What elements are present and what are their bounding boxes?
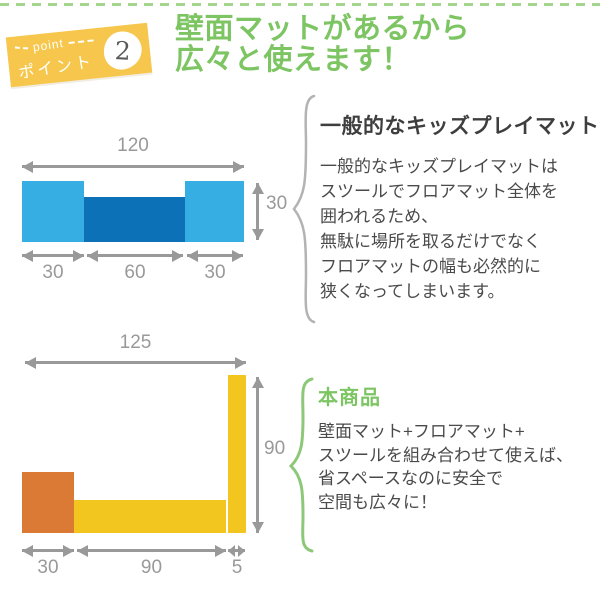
curly-brace-gray-icon [292,94,316,324]
dim-label-bottom-middle: 90 [140,557,163,578]
dim-arrow-height-icon [251,183,264,240]
section1-body-line: フロアマットの幅も必然的に [320,257,541,276]
page-title: 壁面マットがあるから 広々と使えます！ [175,14,470,76]
stool-rect [22,472,74,533]
section1-body-line: 無駄に場所を取るだけでなく [320,232,541,251]
generic-mat-diagram: 120 30 30 60 30 [0,135,300,300]
page-title-line1: 壁面マットがあるから [175,13,471,45]
dim-arrow-top-icon [25,356,246,369]
badge-labels: point ポイント [14,33,97,82]
dim-arrow-bottom-middle-icon [77,544,226,557]
section1-body-line: スツールでフロアマット全体を [320,182,558,201]
stool-right-rect [185,181,244,242]
dim-label-bottom-right: 5 [231,557,243,578]
dim-arrow-bottom-left-icon [22,544,74,557]
floor-mat-bar [74,500,226,533]
dim-arrow-bottom-middle-icon [87,249,183,262]
section2-body-line: 省スペースなのに安全で [318,469,503,488]
dim-label-bottom-middle: 60 [124,262,146,283]
dash-decoration-icon [14,46,28,50]
dim-label-height: 90 [264,438,286,459]
dim-label-height: 30 [266,193,288,214]
product-diagram: 125 90 30 90 5 [0,330,300,592]
section2-body-line: スツールを組み合わせて使えば、 [318,445,573,465]
dim-label-bottom-right: 30 [204,262,226,283]
section1-body-line: 囲われるため、 [320,207,439,226]
section1-heading: 一般的なキッズプレイマット [320,115,600,138]
stool-left-rect [22,181,84,242]
wall-mat-bar [228,375,246,533]
floor-mat-rect [84,197,185,242]
top-dashed-divider [0,3,600,6]
section1-body-line: 狭くなってしまいます。 [320,282,505,301]
dim-label-top-width: 120 [117,135,149,156]
badge-label-en: point [31,36,65,55]
dim-arrow-top-icon [22,160,244,173]
dash-decoration-icon [68,39,94,45]
badge-number-circle: 2 [101,29,144,72]
page-title-line2: 広々と使えます！ [175,44,412,76]
section2-body-line: 壁面マット+フロアマット+ [318,422,525,441]
dim-label-bottom-left: 30 [37,557,59,578]
section1-body-line: 一般的なキッズプレイマットは [320,157,558,176]
section2-heading: 本商品 [318,387,381,409]
dim-arrow-height-icon [251,377,264,533]
dim-arrow-bottom-right-icon [228,544,245,557]
badge-number: 2 [114,35,132,66]
dim-label-bottom-left: 30 [42,262,64,283]
dim-arrow-bottom-left-icon [22,249,84,262]
point-badge: point ポイント 2 [5,22,153,88]
section2-body-line: 空間も広々に！ [318,492,437,512]
dim-arrow-bottom-right-icon [187,249,243,262]
section2-body: 壁面マット+フロアマット+ スツールを組み合わせて使えば、 省スペースなのに安全… [318,420,573,514]
dim-label-top-width: 125 [119,332,152,353]
curly-brace-green-icon [288,377,314,553]
section1-body: 一般的なキッズプレイマットは スツールでフロアマット全体を 囲われるため、 無駄… [320,154,558,304]
